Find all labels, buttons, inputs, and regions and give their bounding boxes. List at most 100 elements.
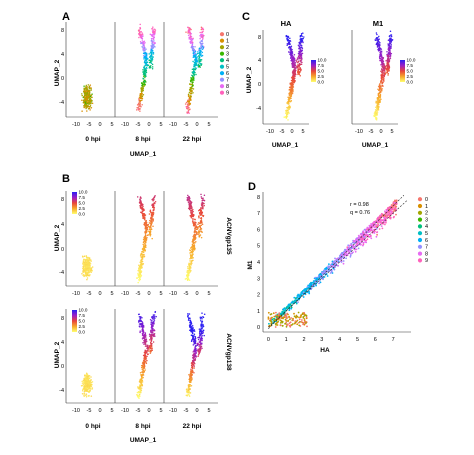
umap-point [152,50,154,52]
umap-point [192,249,194,251]
scatter-point [328,263,330,265]
panel-b-ytick: 8 [61,197,64,203]
umap-point [387,59,389,61]
umap-point [85,87,87,89]
umap-point [150,58,152,60]
umap-point [290,57,292,59]
umap-point [86,279,88,281]
umap-point [192,257,194,259]
umap-point [146,67,148,69]
umap-point [193,223,195,225]
umap-point [201,203,203,205]
umap-point [198,65,200,67]
umap-point [141,87,143,89]
umap-point [297,69,299,71]
umap-point [140,385,142,387]
umap-point [88,84,90,86]
x-tick-label: 5 [356,337,359,343]
umap-point [189,200,191,202]
umap-point [200,347,202,349]
umap-point [83,262,85,264]
panel-c-title-ha: HA [281,19,292,28]
umap-point [141,376,143,378]
umap-point [201,36,203,38]
umap-point [379,48,381,50]
panel-b-xtick: 5 [110,291,113,297]
umap-point [84,271,86,273]
panel-c-title-m1: M1 [373,19,383,28]
umap-point [193,367,195,369]
umap-point [193,53,195,55]
umap-point [202,52,204,54]
panel-b-ytick: -4 [59,388,64,394]
umap-point [141,32,143,34]
umap-point [152,317,154,319]
umap-point [136,109,138,111]
umap-point [289,97,291,99]
umap-point [147,58,149,60]
panel-c-ytick: 8 [258,35,261,41]
panel-d-letter: D [248,181,256,193]
x-tick-label: 2 [302,337,305,343]
umap-point [192,81,194,83]
umap-point [147,64,149,66]
umap-point [149,56,151,58]
umap-point [87,378,89,380]
x-tick-label: 0 [267,337,270,343]
y-tick-label: 1 [257,309,260,315]
umap-point [140,106,142,108]
umap-point [88,375,90,377]
umap-point [154,45,156,47]
panel-b-xtick: 5 [207,408,210,414]
panel-b-facet-label: 8 hpi [135,423,150,430]
umap-point [86,262,88,264]
colorbar-tick: 7.5 [407,63,414,68]
legend-swatch [220,32,224,36]
umap-point [298,67,300,69]
umap-point [153,330,155,332]
umap-point [301,50,303,52]
umap-point [150,231,152,233]
umap-point [299,43,301,45]
umap-point [191,38,193,40]
x-tick-label: 1 [285,337,288,343]
umap-point [87,272,89,274]
umap-point [194,355,196,357]
umap-point [195,345,197,347]
umap-point [192,355,194,357]
umap-point [142,88,144,90]
colorbar-tick: 5.0 [79,319,86,324]
umap-point [201,217,203,219]
umap-point [191,385,193,387]
umap-point [195,226,197,228]
umap-point [376,107,378,109]
umap-point [153,209,155,211]
umap-point [294,80,296,82]
umap-point [201,347,203,349]
panel-b-ytick: 4 [61,340,64,346]
colorbar-tick: 0.0 [79,330,86,335]
umap-point [150,352,152,354]
panel-b-xtick: -5 [87,408,92,414]
colorbar-tick: 10.0 [79,190,88,195]
umap-point [150,347,152,349]
y-tick-label: 6 [257,227,260,233]
umap-point [389,43,391,45]
umap-point [148,53,150,55]
umap-point [89,102,91,104]
umap-point [191,207,193,209]
umap-point [187,272,189,274]
umap-point [143,340,145,342]
umap-point [152,32,154,34]
umap-point [149,67,151,69]
umap-point [90,380,92,382]
umap-point [377,105,379,107]
umap-point [82,390,84,392]
umap-point [292,72,294,74]
umap-point [151,38,153,40]
umap-point [201,335,203,337]
umap-point [90,87,92,89]
umap-point [190,369,192,371]
legend-swatch [220,84,224,88]
